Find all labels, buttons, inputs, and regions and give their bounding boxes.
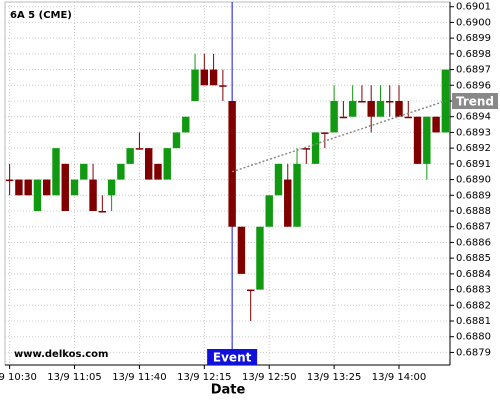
candle-body: [348, 101, 357, 117]
y-tick-label: 0.6892: [456, 143, 491, 154]
y-tick-label: 0.6896: [456, 80, 491, 91]
candle-body: [404, 116, 412, 119]
candle-body: [182, 116, 190, 133]
x-tick-label: 13/9 10:30: [0, 372, 37, 383]
candle-body: [5, 179, 14, 182]
candle-body: [358, 101, 366, 103]
candle-body: [330, 101, 338, 133]
y-tick-label: 0.6882: [456, 300, 491, 311]
trend-label-box: [452, 93, 498, 109]
y-tick-label: 0.6900: [456, 17, 491, 28]
candle-body: [339, 116, 348, 119]
candle-body: [200, 69, 209, 86]
candle-body: [265, 195, 273, 227]
candle-body: [256, 226, 264, 290]
candle-body: [219, 85, 227, 87]
candle-body: [154, 163, 162, 180]
y-tick-label: 0.6883: [456, 285, 491, 296]
y-tick-label: 0.6881: [456, 316, 491, 327]
event-label-box: [207, 349, 258, 365]
candle-body: [61, 163, 69, 211]
candle-body: [135, 148, 144, 150]
y-tick-label: 0.6884: [456, 269, 491, 280]
y-tick-label: 0.6890: [456, 175, 491, 186]
candle-body: [386, 101, 394, 103]
candle-body: [24, 179, 32, 196]
candle-body: [15, 179, 23, 196]
candle-body: [321, 132, 329, 134]
candle-body: [209, 69, 218, 86]
watermark: www.delkos.com: [14, 349, 108, 360]
candle-body: [52, 148, 60, 196]
chart-title: 6A 5 (CME): [10, 10, 72, 21]
y-tick-label: 0.6894: [456, 112, 491, 123]
candle-body: [107, 179, 116, 196]
y-tick-label: 0.6891: [456, 159, 491, 170]
y-tick-label: 0.6893: [456, 127, 491, 138]
x-tick-label: 13/9 14:00: [372, 372, 426, 383]
candle-body: [33, 179, 42, 211]
candle-body: [302, 148, 311, 150]
candle-body: [70, 179, 79, 196]
x-tick-label: 13/9 12:50: [242, 372, 296, 383]
candle-body: [89, 179, 97, 211]
x-axis-label: Date: [211, 383, 246, 398]
candle-body: [423, 116, 431, 164]
candle-body: [80, 163, 88, 180]
y-tick-label: 0.6886: [456, 237, 491, 248]
y-tick-label: 0.6880: [456, 332, 491, 343]
y-tick-label: 0.6898: [456, 49, 491, 60]
x-tick-label: 13/9 12:15: [177, 372, 231, 383]
candle-body: [284, 179, 292, 227]
y-tick-label: 0.6889: [456, 190, 491, 201]
x-tick-label: 13/9 11:05: [47, 372, 101, 383]
y-tick-label: 0.6899: [456, 33, 491, 44]
plot-area: [4, 1, 451, 366]
event-label: Event: [213, 351, 252, 365]
candle-body: [376, 101, 385, 117]
trend-line: [231, 100, 446, 173]
candle-body: [413, 116, 422, 164]
candle-body: [117, 163, 125, 180]
candle-body: [126, 148, 134, 164]
candle-body: [98, 211, 107, 213]
candle-body: [191, 69, 199, 101]
candle-body: [367, 101, 375, 117]
y-tick-label: 0.6888: [456, 206, 491, 217]
candle-body: [432, 116, 440, 133]
candle-body: [43, 179, 51, 196]
trend-label: Trend: [456, 95, 494, 109]
candle-body: [228, 101, 236, 227]
y-tick-label: 0.6887: [456, 222, 491, 233]
candle-body: [311, 132, 320, 164]
candle-body: [293, 163, 301, 227]
candle-body: [274, 163, 283, 196]
candle-body: [237, 226, 246, 274]
candle-body: [144, 148, 153, 180]
y-tick-label: 0.6897: [456, 65, 491, 76]
candle-body: [395, 101, 403, 117]
candle-body: [172, 132, 181, 149]
candle-body: [163, 148, 171, 180]
x-tick-label: 13/9 13:25: [307, 372, 361, 383]
y-tick-label: 0.6885: [456, 253, 491, 264]
y-tick-label: 0.6901: [456, 2, 491, 13]
x-tick-label: 13/9 11:40: [112, 372, 166, 383]
candle-body: [246, 289, 255, 292]
y-tick-label: 0.6879: [456, 347, 491, 358]
